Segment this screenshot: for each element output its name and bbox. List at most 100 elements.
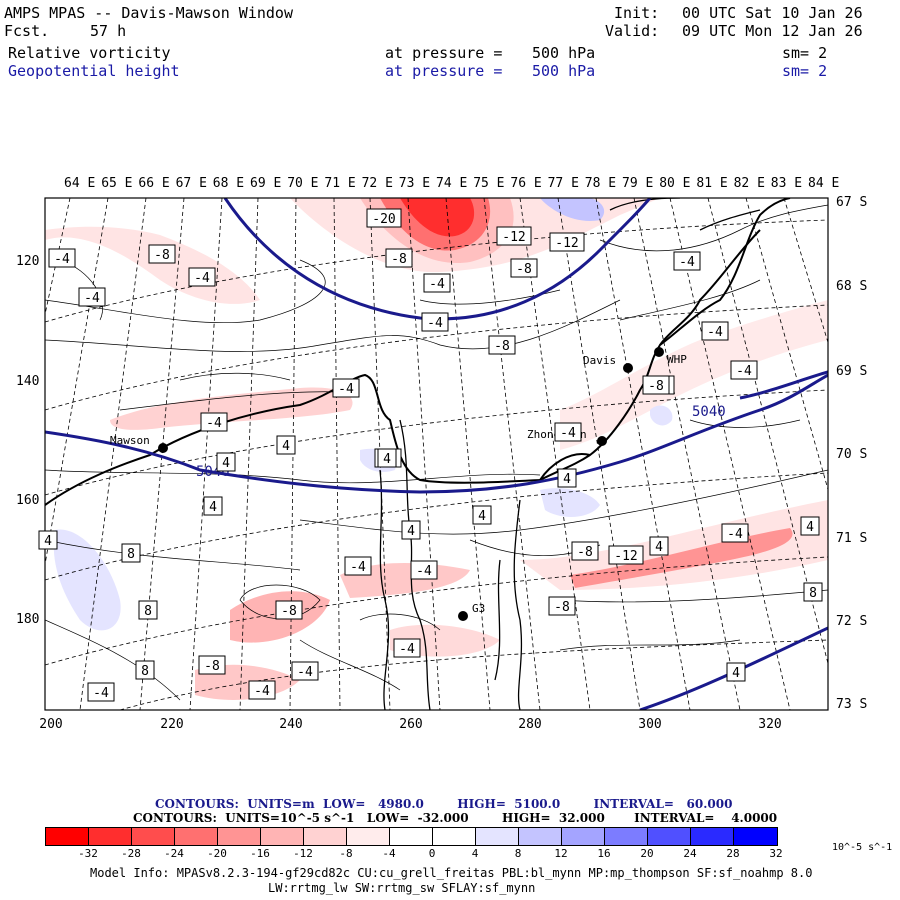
lon-label: 79 E [622,176,654,191]
vorticity-label: -4 [416,564,432,579]
init-time: 00 UTC Sat 10 Jan 26 [682,4,863,22]
x-tick: 320 [758,717,782,732]
colorbar-units: 10^-5 s^-1 [832,842,893,853]
vorticity-label-box [557,468,577,488]
colorbar-tick: -24 [164,847,184,860]
vorticity-label-box [188,267,216,287]
colorbar-tick: -4 [382,847,396,860]
vorticity-label-box [608,545,644,565]
vorticity-label-box [216,452,236,472]
lon-label: 72 E [361,176,393,191]
vorticity-label-box [377,448,397,468]
vorticity-label: 4 [732,666,740,681]
forecast-hours: 57 h [90,22,127,40]
colorbar-swatch [347,828,390,845]
colorbar-tick: 28 [726,847,740,860]
vorticity-label: -4 [93,686,109,701]
vorticity-label: -8 [494,339,510,354]
vorticity-label-box [510,258,538,278]
y-tick: 160 [16,493,40,508]
colorbar-swatch [46,828,89,845]
model-info-line2: LW:rrtmg_lw SW:rrtmg_sw SFLAY:sf_mynn [268,881,536,895]
colorbar-tick: 24 [683,847,697,860]
lon-label: 77 E [547,176,579,191]
vorticity-label: -8 [391,252,407,267]
init-label: Init: [614,4,660,22]
x-tick: 220 [160,717,184,732]
vorticity-label-box [488,335,516,355]
colorbar-swatch [433,828,476,845]
colorbar-swatch [132,828,175,845]
colorbar-tick: -8 [339,847,353,860]
lon-label: 71 E [324,176,356,191]
vorticity-label: -20 [372,212,395,227]
vorticity-label: 4 [209,500,217,515]
vorticity-label: -8 [648,379,664,394]
vorticity-label-box [148,244,176,264]
vorticity-label: 4 [806,520,814,535]
lat-label: 73 S [836,697,868,712]
y-tick: 140 [16,374,40,389]
station-zhongshan-marker [597,436,607,446]
field2-pressure-label: at pressure = [385,62,503,80]
vorticity-label: 4 [407,524,415,539]
colorbar-swatch [261,828,304,845]
colorbar-tick: -20 [207,847,227,860]
vorticity-label: -4 [399,642,415,657]
vorticity-label-box [423,273,451,293]
lon-label: 64 E [64,176,96,191]
vorticity-label-box [549,232,585,252]
vorticity-label: -12 [502,230,525,245]
lon-label: 65 E [101,176,133,191]
valid-time: 09 UTC Mon 12 Jan 26 [682,22,863,40]
lon-label: 74 E [436,176,468,191]
vorticity-label-box [571,541,599,561]
vorticity-label: -4 [206,416,222,431]
colorbar-tick: -28 [121,847,141,860]
lon-label: 80 E [659,176,691,191]
vorticity-label: 4 [44,534,52,549]
vorticity-label-box [721,523,749,543]
vorticity-label-box [649,536,669,556]
vorticity-label-box [642,375,670,395]
vorticity-label: -4 [679,255,695,270]
colorbar-tick: 4 [471,847,479,860]
height-contour-info: CONTOURS: UNITS=m LOW= 4980.0 HIGH= 5100… [155,797,733,811]
height-label: 5040 [692,404,726,420]
vorticity-label-box [730,360,758,380]
field2-name: Geopotential height [8,62,180,80]
field2-smooth: sm= 2 [782,62,828,80]
lat-label: 67 S [836,195,868,210]
vorticity-label: -8 [516,262,532,277]
vorticity-label: -12 [614,549,637,564]
vorticity-label: -4 [429,277,445,292]
vorticity-label: -4 [254,684,270,699]
vorticity-label-box [496,226,532,246]
colorbar-tick: 8 [514,847,522,860]
stations [158,347,664,621]
forecast-label: Fcst. [4,22,50,40]
colorbar-swatch [304,828,347,845]
vorticity-label: -4 [736,364,752,379]
colorbar [45,827,778,846]
colorbar-swatch [476,828,519,845]
vorticity-label: -8 [154,248,170,263]
vorticity-label: 4 [563,472,571,487]
field1-pressure-label: at pressure = [385,44,503,62]
vorticity-label: -4 [560,426,576,441]
vorticity-label-box [726,662,746,682]
lon-label: 73 E [398,176,431,191]
lon-label: 66 E [138,176,170,191]
colorbar-swatch [175,828,218,845]
vorticity-label-box [198,655,226,675]
vorticity-label: -12 [555,236,578,251]
vorticity-label: 4 [282,439,290,454]
vorticity-label-box [200,412,228,432]
lon-label: 78 E [584,176,617,191]
x-tick: 280 [518,717,542,732]
vorticity-label-box [385,248,413,268]
field1-pressure: 500 hPa [532,44,596,62]
lon-label: 76 E [510,176,542,191]
vorticity-label-box [332,378,360,398]
lon-label: 69 E [250,176,282,191]
